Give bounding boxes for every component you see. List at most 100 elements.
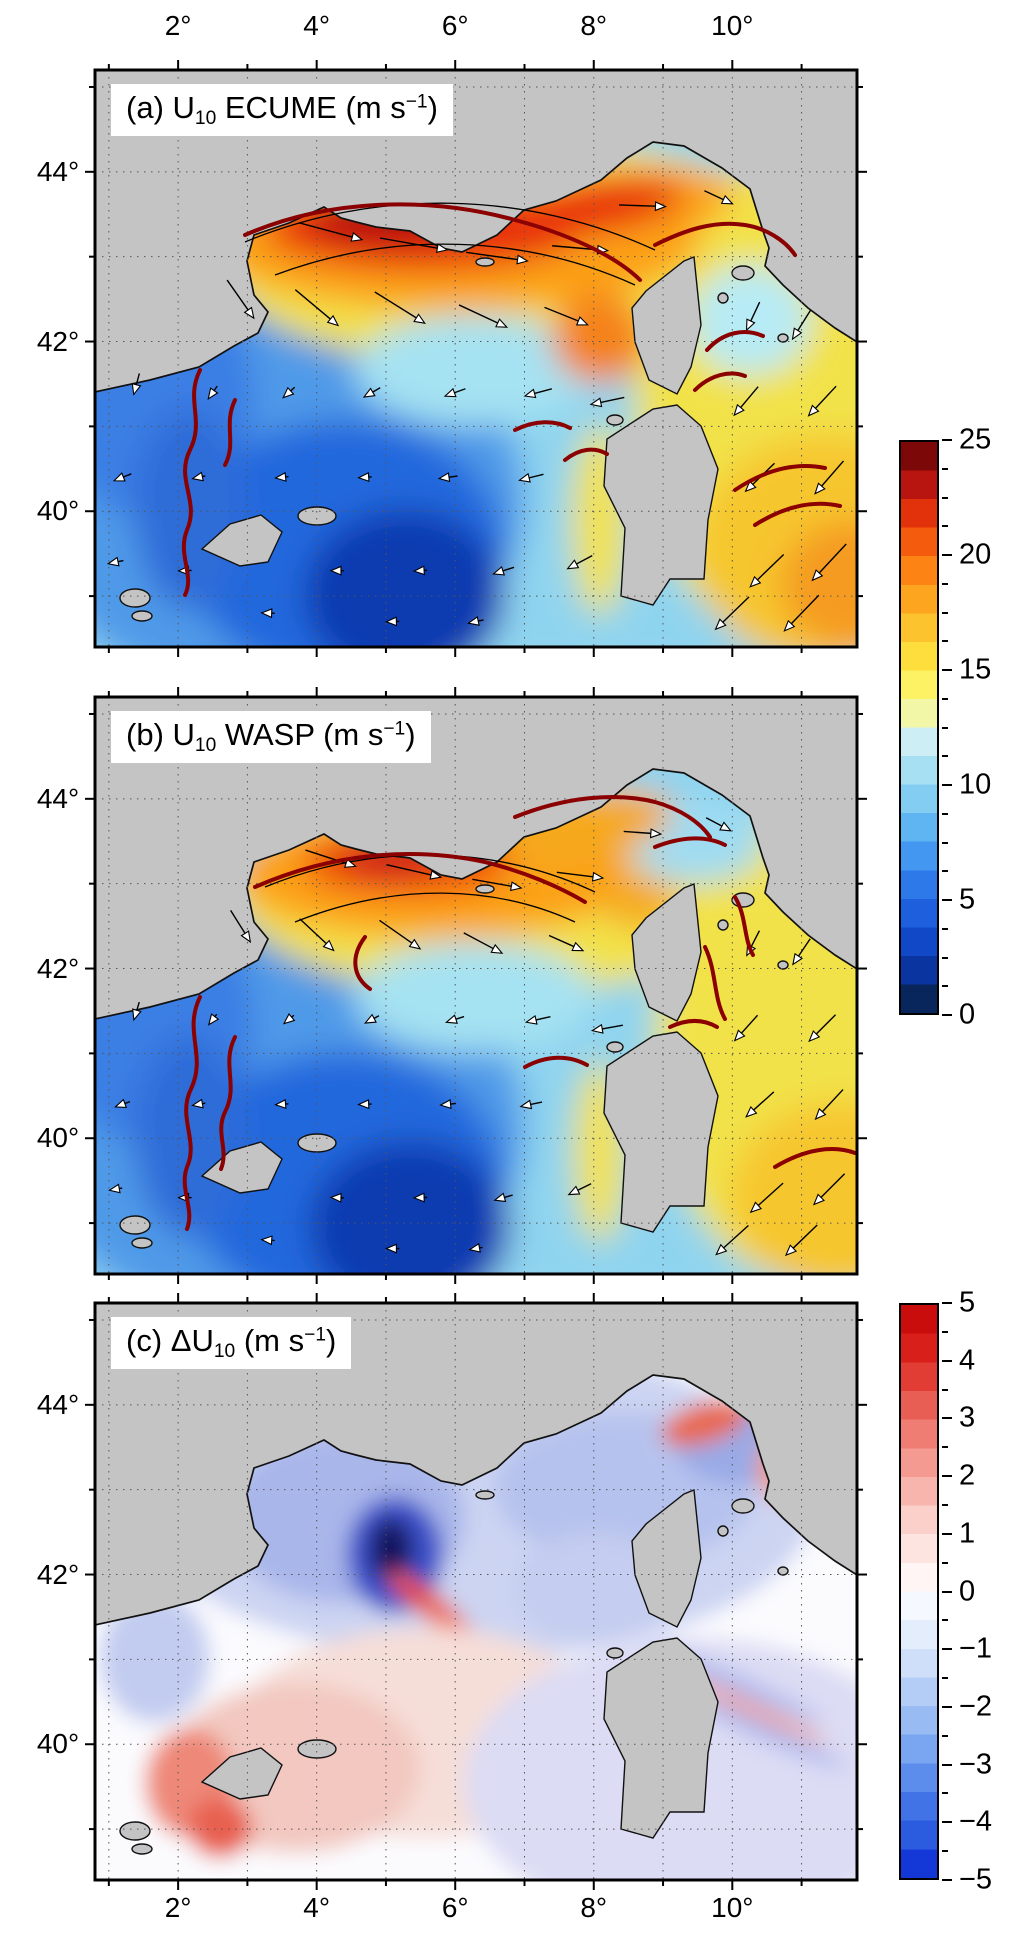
wind-arrow-head	[260, 608, 273, 619]
colorbar-major-tick	[942, 1417, 952, 1420]
wind-arrow-shaft	[577, 1183, 592, 1191]
colorbar-minor-tick	[942, 582, 948, 585]
wind-arrow-shaft	[797, 309, 812, 331]
wind-arrow-head	[429, 869, 443, 880]
wind-arrow-head	[329, 1192, 342, 1203]
lon-tick-label-top: 8°	[580, 10, 608, 41]
wind-arrow-shaft	[123, 473, 132, 478]
wind-arrow-head	[106, 556, 120, 567]
colorbar-major-tick	[942, 1648, 952, 1651]
wind-arrow-head	[467, 616, 480, 626]
wind-arrow-shaft	[814, 385, 837, 409]
wind-arrow-head	[808, 1030, 821, 1043]
lat-tick-label: 44°	[36, 155, 80, 187]
lat-tick-label: 44°	[36, 782, 80, 814]
wind-arrow-shaft	[722, 596, 750, 623]
wind-arrow-head	[274, 1098, 287, 1110]
wind-arrow-head	[719, 821, 733, 832]
wind-arrow-head	[437, 472, 451, 483]
wind-arrow-head	[590, 1023, 604, 1034]
title-text: (c) ΔU	[126, 1323, 214, 1358]
wind-arrow-shaft	[374, 291, 417, 319]
wind-arrow-shaft	[450, 1102, 457, 1105]
colorbar-wind-difference: −5 −4 −3 −2 −1 0 1 2 3 4 5	[899, 1287, 992, 1896]
wind-arrow-head	[567, 1185, 581, 1196]
wind-arrow-shaft	[298, 222, 353, 238]
wind-arrow-head	[495, 318, 509, 328]
wind-arrow-shaft	[230, 909, 246, 934]
panel-a-title: (a) U10 ECUME (m s−1)	[111, 84, 453, 136]
wind-arrow-head	[493, 1192, 507, 1203]
wind-arrow-head	[413, 313, 426, 324]
title-text: )	[405, 717, 416, 752]
wind-arrow-head	[326, 314, 340, 327]
colorbar-wind-speed: 0 5 10 15 20 25	[899, 424, 991, 1031]
colorbar-minor-tick	[942, 841, 948, 844]
wind-arrow-head	[715, 1243, 728, 1256]
wind-arrow-shaft	[750, 930, 761, 947]
wind-arrow-shaft	[478, 619, 484, 622]
wind-arrow-head	[749, 575, 762, 588]
title-superscript: −1	[304, 1324, 327, 1346]
wind-arrow-shaft	[600, 396, 625, 404]
wind-arrow-head	[744, 480, 757, 493]
colorbar-major-tick	[942, 1821, 952, 1824]
wind-arrow-head	[435, 243, 449, 253]
wind-arrow-shaft	[556, 871, 594, 878]
wind-arrow-shaft	[136, 1001, 140, 1011]
title-subscript: 10	[194, 107, 217, 129]
wind-arrow-shaft	[750, 301, 761, 322]
axis-ticks	[85, 60, 867, 657]
colorbar-tick-label: 25	[959, 423, 992, 456]
wind-arrow-head	[468, 1242, 481, 1253]
wind-arrow-head	[114, 1098, 128, 1109]
lat-tick-label: 40°	[36, 1122, 80, 1154]
colorbar-major-tick	[942, 1302, 952, 1304]
wind-arrow-head	[524, 1014, 538, 1025]
wind-arrow-shaft	[528, 473, 544, 479]
wind-arrow-shaft	[740, 386, 759, 408]
lat-tick-label: 44°	[36, 1388, 80, 1420]
wind-arrow-head	[107, 1183, 121, 1194]
panel-c-title: (c) ΔU10 (m s−1)	[111, 1317, 352, 1369]
panel-c: (c) ΔU10 (m s−1)	[85, 1293, 867, 1890]
colorbar-minor-tick	[942, 812, 948, 815]
wind-arrow-shaft	[117, 559, 124, 563]
wind-arrow-head	[412, 1192, 425, 1203]
title-text: (m s	[235, 1323, 305, 1358]
wind-arrow-shaft	[797, 938, 811, 957]
colorbar-major-tick	[942, 784, 952, 786]
wind-arrow-shaft	[294, 289, 331, 320]
lon-tick-label-bottom: 2°	[164, 1892, 192, 1923]
colorbar-minor-tick	[942, 611, 948, 614]
wind-arrow-shaft	[135, 373, 141, 385]
wind-arrow-head	[791, 327, 803, 341]
wind-arrow-head	[519, 1099, 533, 1110]
colorbar-minor-tick	[942, 1330, 948, 1333]
lat-tick-label: 42°	[36, 952, 80, 984]
colorbar-tick-label: 3	[959, 1401, 976, 1434]
wind-arrow-shaft	[723, 1225, 749, 1249]
colorbar-tick-label: 1	[959, 1517, 976, 1550]
wind-arrow-shaft	[458, 304, 499, 324]
wind-arrow-head	[575, 316, 589, 326]
colorbar-minor-tick	[942, 496, 948, 499]
wind-arrow-head	[783, 619, 796, 632]
axis-ticks	[85, 687, 867, 1284]
panel-b: (b) U10 WASP (m s−1)	[85, 687, 867, 1284]
wind-arrow-head	[516, 254, 529, 265]
colorbar-minor-tick	[942, 755, 948, 758]
lon-tick-label-top: 2°	[164, 10, 192, 41]
wind-arrow-shaft	[820, 1173, 846, 1198]
lat-tick-label: 40°	[36, 1728, 80, 1760]
wind-arrow-head	[240, 930, 252, 944]
wind-arrow-shaft	[504, 1194, 513, 1199]
colorbar-tick-label: 20	[959, 538, 992, 571]
wind-arrow-shaft	[790, 594, 820, 625]
wind-arrow-shaft	[465, 251, 518, 261]
wind-arrow-head	[357, 1099, 370, 1110]
wind-arrow-head	[384, 616, 398, 627]
wind-arrow-head	[745, 318, 756, 332]
wind-arrow-shaft	[757, 1182, 784, 1206]
